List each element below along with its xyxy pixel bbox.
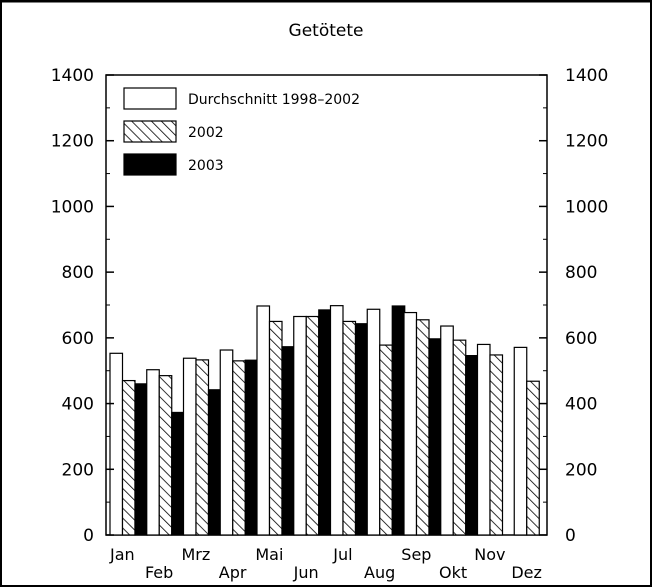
bar-sep-series-0 [403,311,418,536]
bar-jun-series-1 [305,315,320,536]
bars-group [109,305,540,536]
x-tick-label-sep: Sep [401,545,431,564]
x-tick-label-feb: Feb [145,563,173,582]
bar-feb-series-1 [158,375,173,536]
y-tick-label-left: 1000 [51,197,94,217]
bar-okt-series-1 [452,339,467,536]
bar-jul-series-1 [342,320,357,536]
y-tick-label-right: 0 [565,526,576,546]
y-tick-label-right: 800 [565,263,597,283]
bar-dez-series-1 [526,380,540,536]
chart-title: Getötete [289,21,364,41]
y-tick-label-right: 400 [565,395,597,415]
bar-jun-series-0 [293,315,307,536]
bar-jan-series-0 [109,352,124,536]
x-tick-label-nov: Nov [474,545,505,564]
y-tick-label-right: 1200 [565,132,608,152]
bar-aug-series-1 [379,344,393,536]
y-tick-label-right: 600 [565,329,597,349]
bar-jan-series-2 [134,383,149,536]
bar-mrz-series-2 [207,389,222,536]
bar-sep-series-1 [415,319,430,536]
y-tick-label-left: 400 [62,395,94,415]
y-tick-label-left: 1200 [51,132,94,152]
bar-nov-series-0 [476,343,491,536]
legend-swatch-1 [123,120,177,143]
bar-okt-series-0 [440,325,454,536]
bar-jun-series-2 [318,309,332,536]
x-tick-label-jan: Jan [109,545,135,564]
x-tick-label-jun: Jun [293,563,319,582]
x-tick-label-jul: Jul [332,545,352,564]
bar-feb-series-0 [146,369,160,536]
legend-label-0: Durchschnitt 1998–2002 [188,92,360,108]
bar-mrz-series-0 [182,357,197,536]
bar-okt-series-2 [465,355,479,536]
x-tick-label-aug: Aug [364,563,395,582]
bar-jan-series-1 [121,379,136,536]
bar-jul-series-0 [329,305,344,536]
y-tick-label-left: 1400 [51,66,94,86]
y-tick-label-right: 200 [565,460,597,480]
bar-apr-series-2 [244,359,259,536]
legend: Durchschnitt 1998–2002 2002 2003 [123,87,360,176]
legend-swatch-2 [123,153,177,176]
bar-apr-series-0 [219,349,234,536]
x-tick-label-mrz: Mrz [181,545,210,564]
legend-label-1: 2002 [188,125,224,141]
y-tick-label-right: 1000 [565,197,608,217]
y-tick-label-left: 600 [62,329,94,349]
x-tick-label-okt: Okt [439,563,467,582]
y-tick-label-right: 1400 [565,66,608,86]
bar-mai-series-0 [256,305,271,536]
y-tick-label-left: 0 [83,526,94,546]
bar-nov-series-1 [489,354,504,536]
x-tick-label-mai: Mai [255,545,283,564]
bar-jul-series-2 [354,323,369,536]
y-tick-label-left: 200 [62,460,94,480]
axes-group: 0 0 200 200 400 400 600 600 800 800 1000 1000 1200 12… [51,66,609,582]
bar-apr-series-1 [232,360,246,536]
bar-aug-series-2 [391,305,406,536]
bar-aug-series-0 [366,308,381,536]
bar-mai-series-1 [268,320,283,536]
bar-mai-series-2 [281,346,296,536]
bar-dez-series-0 [513,346,528,536]
bar-mrz-series-1 [195,359,210,536]
legend-label-2: 2003 [188,158,224,174]
y-tick-label-left: 800 [62,263,94,283]
x-tick-label-dez: Dez [511,563,542,582]
bar-feb-series-2 [171,411,185,536]
bar-sep-series-2 [428,338,443,536]
x-tick-label-apr: Apr [219,563,247,582]
legend-swatch-0 [123,87,177,110]
